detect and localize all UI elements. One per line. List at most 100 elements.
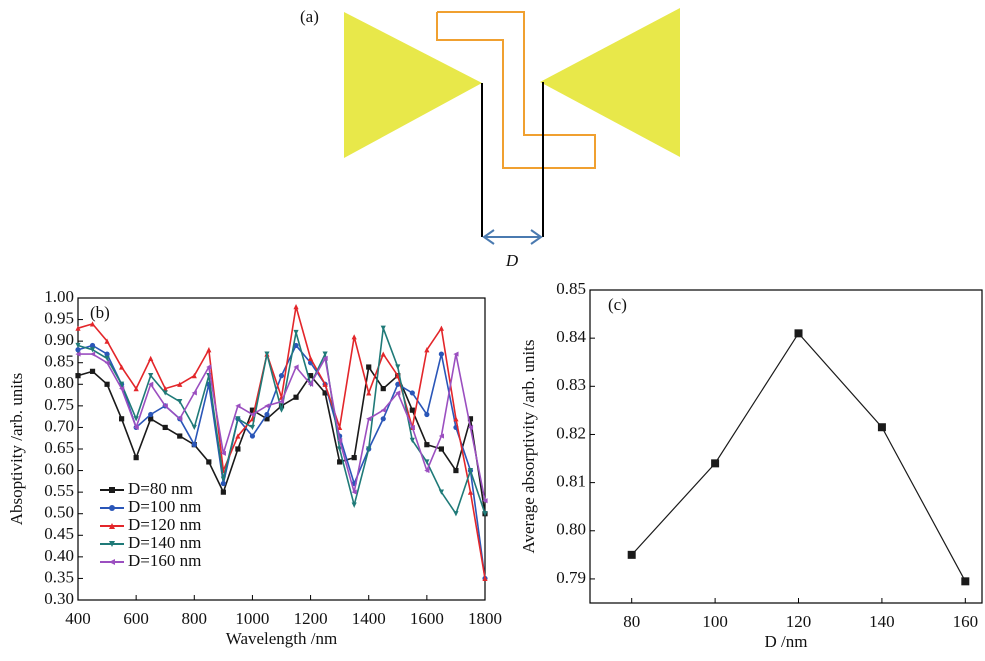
marker <box>467 416 474 422</box>
marker <box>206 364 212 370</box>
marker <box>293 394 299 400</box>
x-tick-label: 1800 <box>468 609 502 628</box>
x-tick-label: 120 <box>786 612 812 631</box>
marker <box>249 433 256 439</box>
legend-label: D=160 nm <box>128 551 201 570</box>
marker <box>104 381 110 387</box>
marker <box>148 381 154 387</box>
marker <box>351 334 357 340</box>
marker <box>424 467 430 474</box>
marker <box>104 338 110 344</box>
y-tick-label: 0.55 <box>44 481 74 500</box>
y-tick-label: 0.50 <box>44 503 74 522</box>
marker <box>794 329 803 338</box>
marker <box>438 446 444 452</box>
marker <box>235 433 241 439</box>
marker <box>293 329 299 336</box>
x-tick-label: 1200 <box>294 609 328 628</box>
marker <box>453 467 459 474</box>
marker <box>89 351 96 357</box>
marker <box>75 342 81 349</box>
marker <box>293 364 299 370</box>
panel-label: (a) <box>300 7 319 26</box>
y-tick-label: 0.80 <box>556 520 586 539</box>
marker <box>424 459 430 465</box>
marker <box>249 411 256 418</box>
y-tick-label: 0.80 <box>44 373 74 392</box>
y-tick-label: 0.65 <box>44 438 74 457</box>
marker <box>424 347 430 353</box>
marker <box>177 381 183 387</box>
arrow-head <box>482 229 495 245</box>
marker <box>278 398 285 405</box>
marker <box>133 416 139 422</box>
marker <box>177 398 183 405</box>
marker <box>627 550 636 559</box>
legend-marker <box>109 523 115 529</box>
marker <box>75 351 81 357</box>
marker <box>133 424 139 431</box>
marker <box>177 416 183 422</box>
marker <box>220 450 226 456</box>
marker <box>148 411 154 418</box>
marker <box>220 480 226 487</box>
marker <box>467 424 474 431</box>
marker <box>75 373 81 379</box>
marker <box>206 347 212 353</box>
marker <box>380 386 386 392</box>
y-tick-label: 0.81 <box>556 472 586 491</box>
marker <box>293 304 299 310</box>
y-tick-label: 1.00 <box>44 287 74 306</box>
legend-label: D=140 nm <box>128 533 201 552</box>
marker <box>133 386 139 392</box>
marker <box>366 446 372 452</box>
series-line <box>631 332 966 582</box>
marker <box>395 364 401 370</box>
legend-marker <box>109 559 115 565</box>
legend-marker <box>109 505 115 511</box>
marker <box>148 416 154 422</box>
marker <box>264 351 270 357</box>
y-tick-label: 0.35 <box>44 567 74 586</box>
legend-label: D=120 nm <box>128 515 201 534</box>
panel-label: (c) <box>608 295 627 314</box>
panel-label: (b) <box>90 303 110 322</box>
x-tick-label: 140 <box>869 612 895 631</box>
marker <box>409 424 415 431</box>
z-wire <box>436 11 596 169</box>
marker <box>119 364 125 370</box>
marker <box>104 360 110 366</box>
marker <box>467 467 474 474</box>
marker <box>220 489 226 495</box>
marker <box>424 442 430 448</box>
marker <box>877 423 886 432</box>
marker <box>482 511 488 517</box>
plot-frame <box>589 289 983 604</box>
marker <box>438 489 444 495</box>
y-tick-label: 0.45 <box>44 524 74 543</box>
marker <box>351 489 357 495</box>
marker <box>191 373 197 379</box>
x-tick-label: 100 <box>702 612 728 631</box>
y-tick-label: 0.85 <box>44 352 74 371</box>
right-triangle <box>540 8 680 157</box>
marker <box>162 403 168 409</box>
y-tick-label: 0.90 <box>44 330 74 349</box>
marker <box>119 416 125 422</box>
marker <box>307 381 314 387</box>
marker <box>424 411 430 418</box>
y-tick-label: 0.79 <box>556 568 586 587</box>
y-tick-label: 0.82 <box>556 423 586 442</box>
marker <box>89 342 96 349</box>
marker <box>293 342 299 349</box>
marker <box>191 442 197 448</box>
x-axis-title: D /nm <box>765 632 808 651</box>
marker <box>235 446 241 452</box>
marker <box>322 390 328 396</box>
left-triangle <box>344 12 482 158</box>
x-tick-label: 400 <box>65 609 91 628</box>
marker <box>162 390 168 396</box>
y-tick-label: 0.60 <box>44 459 74 478</box>
marker <box>711 459 720 468</box>
marker <box>89 321 96 327</box>
